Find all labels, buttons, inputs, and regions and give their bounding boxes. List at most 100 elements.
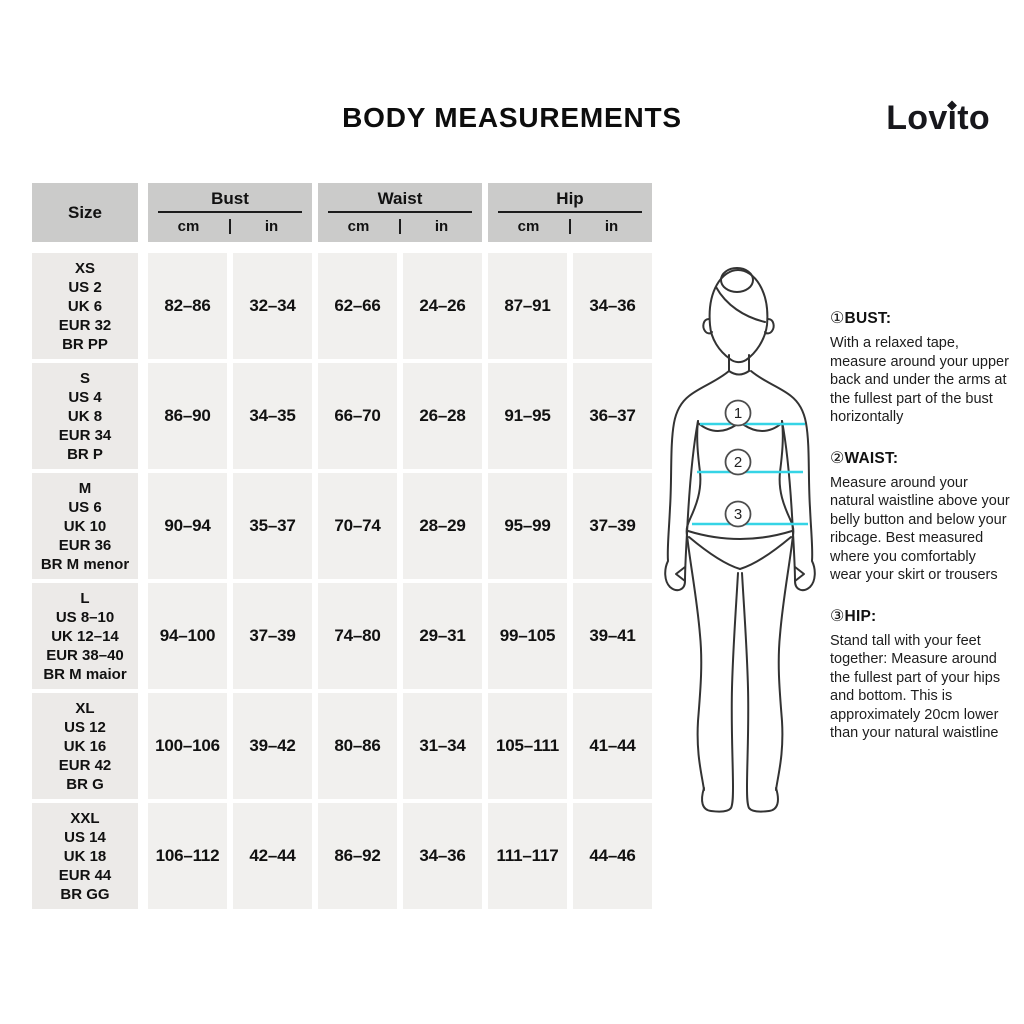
measurement-cell: 39–42 <box>233 693 312 799</box>
size-line: S <box>79 369 90 387</box>
header-rule <box>328 211 472 213</box>
measurement-cell: 82–86 <box>148 253 227 359</box>
size-header-label: Size <box>67 202 103 222</box>
unit-divider <box>569 218 571 234</box>
measurement-cell: 62–66 <box>318 253 397 359</box>
measurement-markers: 1 2 3 <box>724 399 752 528</box>
measurement-cell: 35–37 <box>233 473 312 579</box>
table-row: L US 8–10 UK 12–14 EUR 38–40 BR M maior 94–10… <box>32 583 652 689</box>
page-title: BODY MEASUREMENTS <box>342 102 682 133</box>
measurement-cell: 32–34 <box>233 253 312 359</box>
table-row: XS US 2 UK 6 EUR 32 BR PP 82–86 32–34 62–66 24–2… <box>32 253 652 359</box>
measurement-cell: 111–117 <box>488 803 567 909</box>
left-hand-fingers <box>675 566 686 582</box>
table-row: M US 6 UK 10 EUR 36 BR M menor 90–94 35–37 70–7… <box>32 473 652 579</box>
size-line: EUR 44 <box>58 866 112 884</box>
size-line: US 12 <box>64 718 106 736</box>
measurement-cell: 94–100 <box>148 583 227 689</box>
hip-marker-circle <box>724 500 752 528</box>
size-line: XXL <box>70 809 100 827</box>
measurement-cell: 34–36 <box>573 253 652 359</box>
size-line: EUR 38–40 <box>46 646 124 664</box>
measurement-cell: 87–91 <box>488 253 567 359</box>
size-cell: XL US 12 UK 16 EUR 42 BR G <box>32 693 138 799</box>
bust-marker-number: 1 <box>734 405 742 422</box>
instruction-waist: ②WAIST: Measure around your natural wais… <box>830 448 1010 585</box>
measurement-lines <box>692 422 808 526</box>
measurement-cell: 99–105 <box>488 583 567 689</box>
measurement-cell: 29–31 <box>403 583 482 689</box>
measurement-cell: 70–74 <box>318 473 397 579</box>
measurement-cell: 24–26 <box>403 253 482 359</box>
size-cell: M US 6 UK 10 EUR 36 BR M menor <box>32 473 138 579</box>
measurement-cell: 28–29 <box>403 473 482 579</box>
size-line: UK 12–14 <box>51 627 119 645</box>
hip-instruction-title: ③HIP: <box>830 607 877 625</box>
logo-text-post: to <box>957 99 990 137</box>
unit-divider <box>229 218 231 234</box>
measurement-cell: 41–44 <box>573 693 652 799</box>
size-column-header: Size <box>32 183 138 242</box>
bust-column-header: Bust cm in <box>148 183 312 242</box>
size-cell: L US 8–10 UK 12–14 EUR 38–40 BR M maior <box>32 583 138 689</box>
hip-marker-number: 3 <box>734 506 742 523</box>
measurement-cell: 80–86 <box>318 693 397 799</box>
measurement-cell: 37–39 <box>233 583 312 689</box>
unit-divider <box>399 218 401 234</box>
size-cell: S US 4 UK 8 EUR 34 BR P <box>32 363 138 469</box>
logo-text-pre: Lov <box>886 99 948 137</box>
measurement-cell: 26–28 <box>403 363 482 469</box>
measurement-instructions: ①BUST: With a relaxed tape, measure arou… <box>830 308 1010 764</box>
circled-2-icon: ② <box>830 449 845 467</box>
bust-instruction-text: With a relaxed tape, measure around your… <box>830 335 1009 425</box>
measurement-cell: 74–80 <box>318 583 397 689</box>
waist-instruction-title: ②WAIST: <box>830 449 899 467</box>
size-line: L <box>80 589 90 607</box>
right-hand-fingers <box>794 566 805 582</box>
body-outline <box>664 267 816 813</box>
waist-instruction-text: Measure around your natural waistline ab… <box>830 474 1010 584</box>
header-rule <box>158 211 302 213</box>
instruction-hip: ③HIP: Stand tall with your feet together… <box>830 606 1010 743</box>
circled-3-icon: ③ <box>830 607 845 625</box>
waist-cm-label: cm <box>347 217 370 235</box>
size-line: BR G <box>66 775 104 793</box>
circled-1-icon: ① <box>830 310 845 327</box>
size-line: EUR 42 <box>58 756 112 774</box>
size-cell: XS US 2 UK 6 EUR 32 BR PP <box>32 253 138 359</box>
measurement-cell: 91–95 <box>488 363 567 469</box>
bust-header-label: Bust <box>211 189 249 208</box>
table-row: XXL US 14 UK 18 EUR 44 BR GG 106–112 42–44 86–9… <box>32 803 652 909</box>
body-figure-diagram: 1 2 3 <box>664 267 816 813</box>
size-line: US 4 <box>68 388 102 406</box>
hip-in-label: in <box>604 217 619 235</box>
size-line: EUR 36 <box>58 536 112 554</box>
size-line: US 2 <box>68 278 102 296</box>
size-line: BR M menor <box>40 555 130 573</box>
size-line: EUR 32 <box>58 316 112 334</box>
measurement-cell: 90–94 <box>148 473 227 579</box>
waist-header-label: Waist <box>377 189 423 208</box>
measurement-cell: 106–112 <box>148 803 227 909</box>
header-rule <box>498 211 642 213</box>
measurement-cell: 100–106 <box>148 693 227 799</box>
size-line: EUR 34 <box>58 426 112 444</box>
size-line: US 8–10 <box>55 608 115 626</box>
size-line: US 14 <box>64 828 106 846</box>
measurement-cell: 105–111 <box>488 693 567 799</box>
measurement-cell: 95–99 <box>488 473 567 579</box>
size-line: UK 6 <box>67 297 103 315</box>
measurement-cell: 31–34 <box>403 693 482 799</box>
bust-instruction-title: ①BUST: <box>830 310 892 327</box>
instruction-bust: ①BUST: With a relaxed tape, measure arou… <box>830 308 1010 427</box>
measurement-cell: 44–46 <box>573 803 652 909</box>
lovito-logo: Lovı to <box>886 99 990 138</box>
logo-letter-i: ı <box>947 99 958 137</box>
size-table: Size Bust cm in Waist cm in Hip cm <box>32 183 652 913</box>
size-line: BR M maior <box>43 665 127 683</box>
waist-marker-circle <box>724 448 752 476</box>
measurement-cell: 37–39 <box>573 473 652 579</box>
measurement-cell: 34–36 <box>403 803 482 909</box>
table-row: S US 4 UK 8 EUR 34 BR P 86–90 34–35 66–70 26–28 9… <box>32 363 652 469</box>
